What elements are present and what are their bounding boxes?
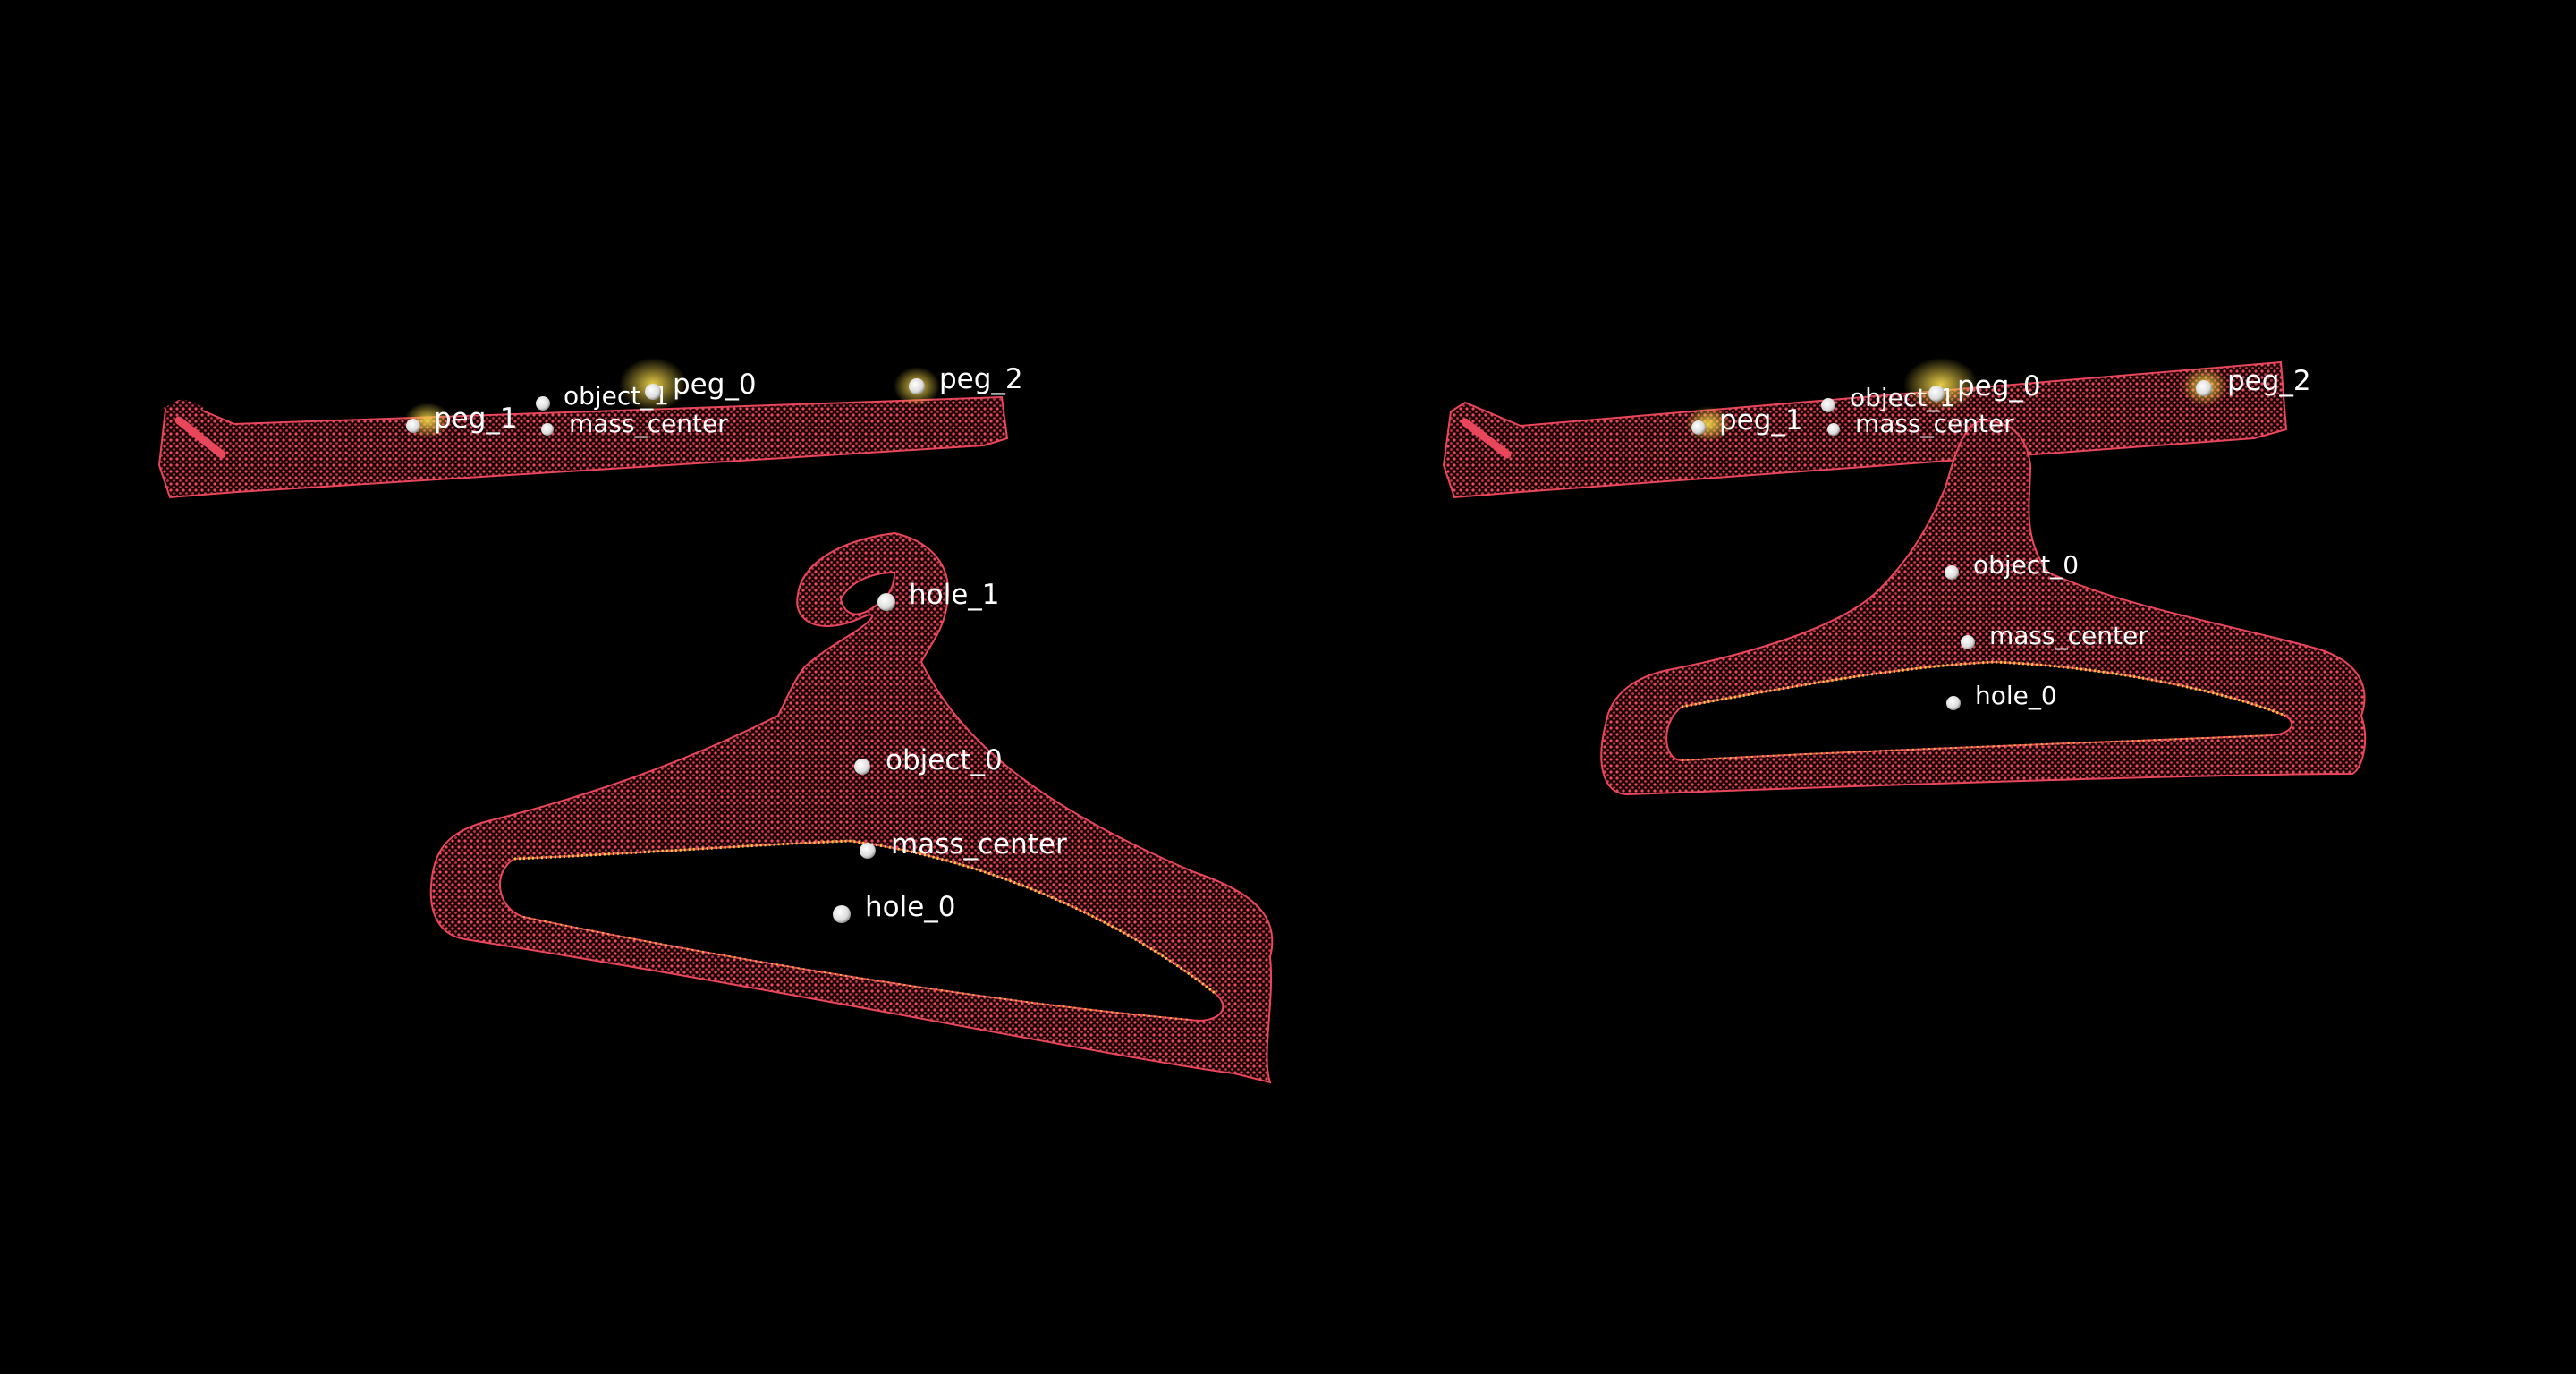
hanger-point-cloud xyxy=(1600,419,2367,796)
keypoint-peg-1[interactable]: peg_1 xyxy=(1691,404,1803,437)
keypoint-label: mass_center xyxy=(1855,409,2014,438)
keypoint-mass-center[interactable]: mass_center xyxy=(860,828,1067,861)
view-left: peg_1 object_1 mass_center peg_0 peg_2 h… xyxy=(157,358,1274,1084)
keypoint-sphere xyxy=(1946,696,1961,710)
keypoint-mass-center[interactable]: mass_center xyxy=(1961,621,2148,650)
keypoint-label: peg_1 xyxy=(1719,404,1803,437)
keypoint-label: object_0 xyxy=(1973,550,2079,580)
keypoint-label: hole_0 xyxy=(1975,681,2057,710)
keypoint-label: peg_0 xyxy=(673,369,757,401)
keypoint-sphere xyxy=(2196,380,2212,396)
keypoint-mass-center-rack[interactable]: mass_center xyxy=(1827,409,2014,438)
keypoint-peg-2[interactable]: peg_2 xyxy=(909,363,1023,395)
keypoint-sphere xyxy=(860,843,876,859)
keypoint-label: object_0 xyxy=(886,744,1003,776)
keypoint-label: mass_center xyxy=(569,409,728,438)
keypoint-peg-0[interactable]: peg_0 xyxy=(1928,370,2041,403)
keypoint-sphere xyxy=(541,423,554,436)
keypoint-sphere xyxy=(854,759,870,775)
keypoint-object-0[interactable]: object_0 xyxy=(1945,550,2079,580)
keypoint-sphere xyxy=(1821,398,1835,412)
keypoint-sphere xyxy=(1827,423,1840,436)
keypoint-label: peg_0 xyxy=(1957,370,2041,403)
keypoint-label: peg_2 xyxy=(2227,365,2311,397)
keypoint-hole-1[interactable]: hole_1 xyxy=(877,579,1000,611)
keypoint-label: mass_center xyxy=(891,828,1067,861)
keypoint-sphere xyxy=(406,419,420,433)
rack-point-cloud xyxy=(1442,358,2288,499)
keypoint-hole-0[interactable]: hole_0 xyxy=(833,891,956,923)
keypoint-peg-1[interactable]: peg_1 xyxy=(406,403,518,435)
keypoint-sphere xyxy=(877,593,895,611)
keypoint-sphere xyxy=(1691,420,1706,435)
keypoint-peg-0[interactable]: peg_0 xyxy=(645,369,757,401)
keypoint-sphere xyxy=(833,905,851,923)
hanger-point-cloud xyxy=(429,531,1274,1084)
keypoint-mass-center-rack[interactable]: mass_center xyxy=(541,409,728,438)
keypoint-sphere xyxy=(1928,386,1945,402)
keypoint-label: hole_0 xyxy=(865,891,956,923)
keypoint-label: hole_1 xyxy=(909,579,1000,611)
keypoint-sphere xyxy=(536,396,550,411)
keypoint-label: peg_2 xyxy=(939,363,1023,395)
keypoint-peg-2[interactable]: peg_2 xyxy=(2196,365,2311,397)
keypoint-sphere xyxy=(645,384,661,400)
keypoint-sphere xyxy=(1945,565,1959,580)
view-right: peg_1 object_1 mass_center peg_0 peg_2 o… xyxy=(1442,358,2367,796)
keypoint-object-0[interactable]: object_0 xyxy=(854,744,1003,776)
keypoint-label: peg_1 xyxy=(434,403,518,435)
keypoint-sphere xyxy=(909,378,925,394)
keypoint-label: mass_center xyxy=(1989,621,2148,650)
keypoint-sphere xyxy=(1961,635,1975,649)
keypoint-hole-0[interactable]: hole_0 xyxy=(1946,681,2057,710)
